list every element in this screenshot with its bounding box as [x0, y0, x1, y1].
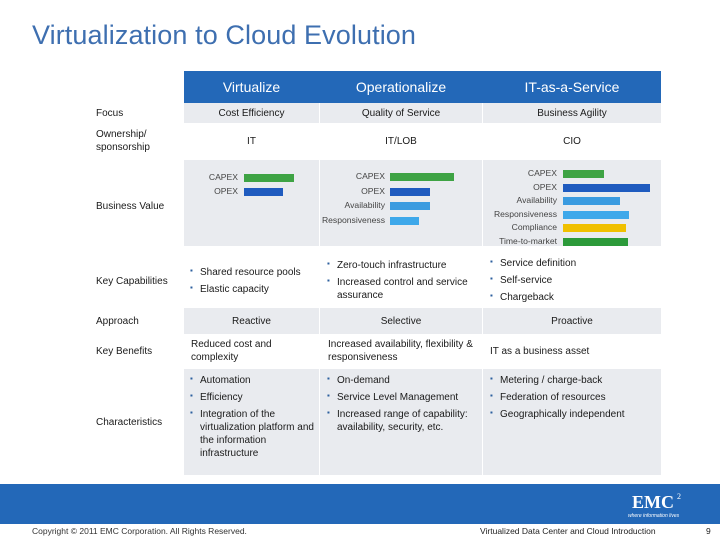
approach-itaas: Proactive	[551, 316, 593, 327]
focus-itaas: Business Agility	[537, 108, 607, 119]
list-item: Self-service	[490, 274, 655, 287]
bar	[390, 202, 430, 210]
approach-virtualize: Reactive	[232, 316, 271, 327]
list-item: Increased range of capability: availabil…	[327, 408, 479, 434]
footer-band	[0, 484, 720, 524]
list-item: Automation	[190, 374, 316, 387]
bar-label: OPEX	[533, 181, 557, 192]
logo-text: EMC	[632, 492, 674, 512]
emc-logo: EMC 2 where information lives	[628, 492, 681, 519]
benefits-operationalize: Increased availability, flexibility & re…	[328, 339, 473, 363]
bar	[563, 237, 628, 246]
list-item: On-demand	[327, 374, 479, 387]
list-item: Federation of resources	[490, 391, 656, 404]
footer-strip	[0, 524, 720, 540]
list-item: Zero-touch infrastructure	[327, 259, 477, 272]
row-label-ownership: Ownership/ sponsorship	[96, 129, 150, 153]
page-title: Virtualization to Cloud Evolution	[32, 20, 417, 50]
capabilities-virtualize: Shared resource pools Elastic capacity	[190, 266, 318, 300]
bar-label: CAPEX	[208, 172, 238, 182]
row-label-approach: Approach	[96, 316, 139, 327]
characteristics-itaas: Metering / charge-back Federation of res…	[490, 374, 656, 425]
bar	[563, 210, 629, 219]
row-label-characteristics: Characteristics	[96, 417, 163, 428]
list-item: Integration of the virtualization platfo…	[190, 408, 316, 460]
bar	[563, 197, 620, 205]
bar	[390, 187, 430, 196]
header-bar	[184, 71, 661, 103]
ownership-virtualize: IT	[247, 136, 256, 147]
list-item: Chargeback	[490, 291, 655, 304]
row-label-focus: Focus	[96, 108, 124, 119]
presentation-title: Virtualized Data Center and Cloud Introd…	[480, 526, 656, 536]
approach-operationalize: Selective	[380, 316, 422, 327]
bar	[563, 170, 604, 178]
column-header-virtualize: Virtualize	[222, 79, 281, 95]
list-item: Efficiency	[190, 391, 316, 404]
bar	[563, 224, 626, 232]
ownership-operationalize: IT/LOB	[385, 136, 417, 147]
ownership-itaas: CIO	[563, 136, 581, 147]
bar	[563, 183, 650, 192]
bar-label: OPEX	[214, 186, 238, 196]
bar-label: Availability	[516, 195, 557, 205]
capabilities-operationalize: Zero-touch infrastructure Increased cont…	[327, 259, 477, 306]
logo-sup: 2	[677, 492, 681, 501]
list-item: Service definition	[490, 257, 655, 270]
list-item: Increased control and service assurance	[327, 276, 477, 302]
column-header-itaas: IT-as-a-Service	[524, 79, 620, 95]
list-item: Shared resource pools	[190, 266, 318, 279]
benefits-virtualize: Reduced cost and complexity	[191, 339, 272, 363]
focus-virtualize: Cost Efficiency	[218, 108, 285, 119]
bar-label: Time-to-market	[499, 235, 557, 246]
bar-label: CAPEX	[527, 168, 557, 178]
copyright-text: Copyright © 2011 EMC Corporation. All Ri…	[32, 526, 247, 536]
row-label-business-value: Business Value	[96, 201, 165, 212]
list-item: Geographically independent	[490, 408, 656, 421]
list-item: Service Level Management	[327, 391, 479, 404]
bar	[390, 216, 419, 225]
bar	[244, 188, 283, 196]
bar	[244, 174, 294, 182]
bar	[390, 173, 454, 181]
page-number: 9	[706, 526, 711, 536]
row-label-key-capabilities: Key Capabilities	[96, 276, 168, 287]
characteristics-operationalize: On-demand Service Level Management Incre…	[327, 374, 479, 438]
bar-label: CAPEX	[355, 171, 385, 181]
bar-label: Compliance	[511, 222, 557, 232]
bar-label: Responsiveness	[493, 208, 557, 219]
bar-label: OPEX	[361, 185, 385, 196]
row-label-key-benefits: Key Benefits	[96, 346, 153, 357]
logo-tagline: where information lives	[628, 513, 680, 519]
focus-operationalize: Quality of Service	[361, 108, 441, 119]
list-item: Metering / charge-back	[490, 374, 656, 387]
bar-label: Responsiveness	[321, 214, 385, 225]
characteristics-virtualize: Automation Efficiency Integration of the…	[190, 374, 316, 464]
benefits-itaas: IT as a business asset	[490, 346, 590, 357]
list-item: Elastic capacity	[190, 283, 318, 296]
bar-label: Availability	[344, 200, 385, 210]
column-header-operationalize: Operationalize	[355, 79, 447, 95]
capabilities-itaas: Service definition Self-service Chargeba…	[490, 257, 655, 308]
